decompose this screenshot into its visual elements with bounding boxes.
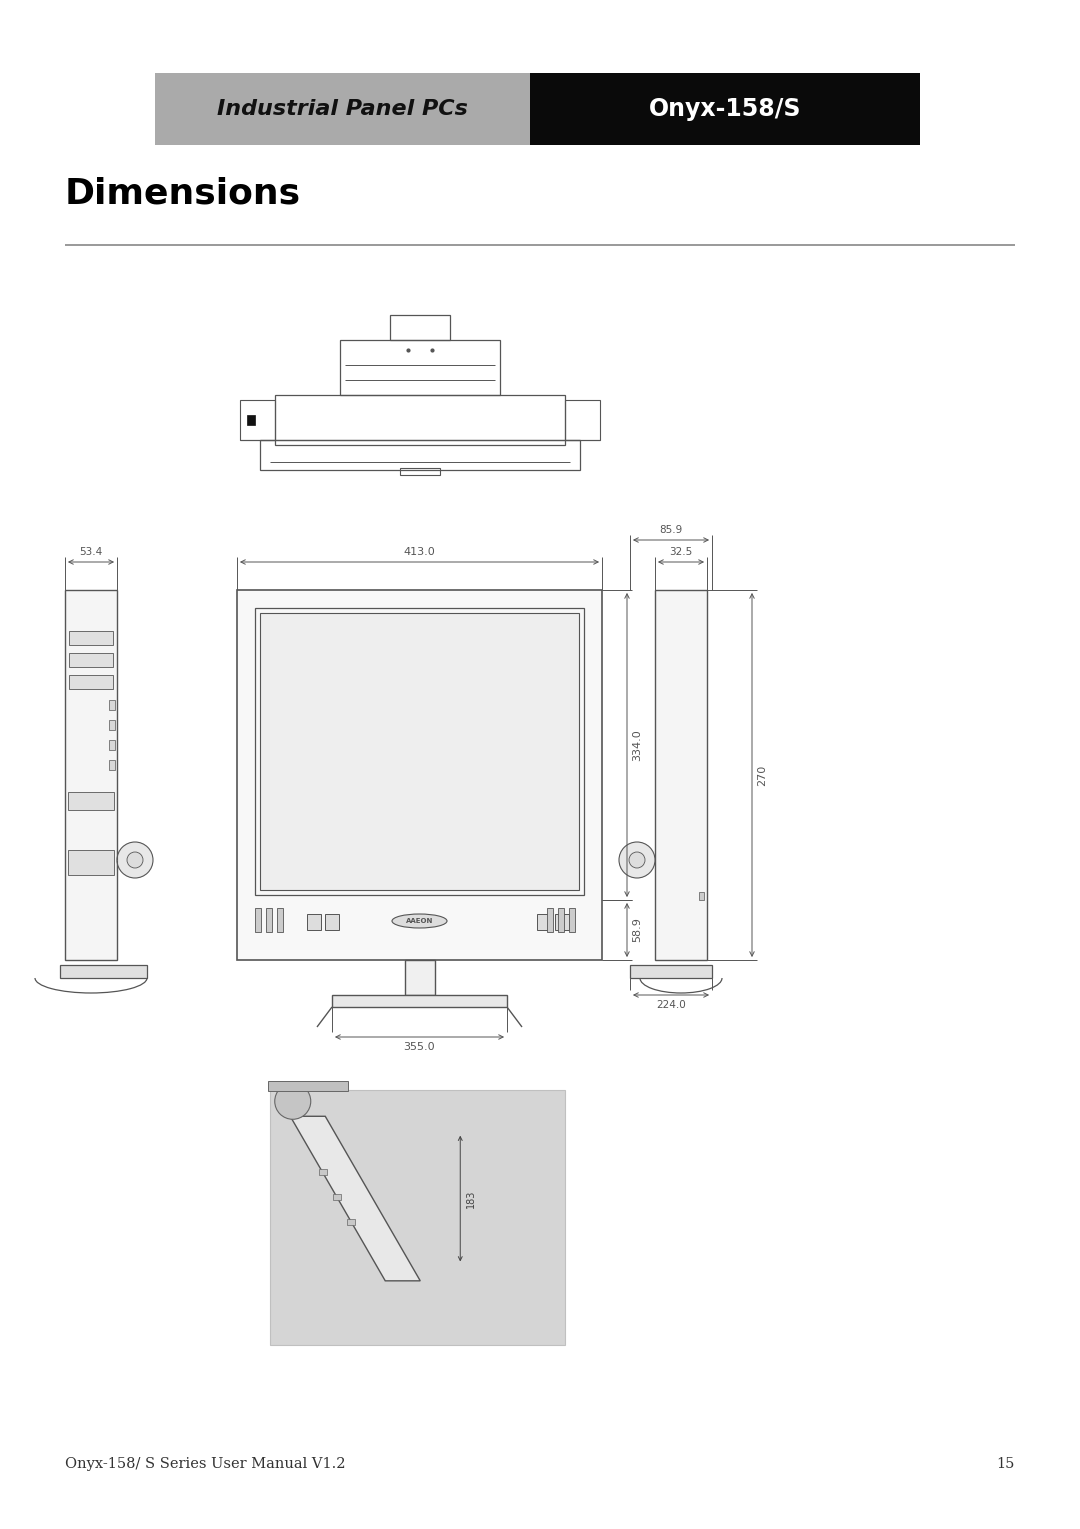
Bar <box>109 740 114 751</box>
Bar <box>390 315 450 339</box>
Text: Onyx-158/S: Onyx-158/S <box>649 96 801 121</box>
Text: 85.9: 85.9 <box>660 524 683 535</box>
Bar <box>69 631 113 645</box>
Text: 58.9: 58.9 <box>632 917 642 942</box>
Circle shape <box>117 842 153 878</box>
Text: 32.5: 32.5 <box>670 547 692 557</box>
Text: 15: 15 <box>997 1457 1015 1471</box>
Bar <box>332 995 507 1008</box>
Bar <box>400 468 440 476</box>
Bar <box>275 394 565 445</box>
Text: 334.0: 334.0 <box>632 729 642 761</box>
Bar <box>268 1081 348 1092</box>
Bar <box>109 760 114 771</box>
Bar <box>109 700 114 709</box>
Bar <box>69 653 113 667</box>
Bar <box>69 674 113 690</box>
Bar <box>109 720 114 729</box>
Polygon shape <box>630 965 712 979</box>
Bar <box>537 914 551 930</box>
Bar <box>266 908 272 933</box>
Bar <box>333 1194 341 1200</box>
Bar <box>569 908 575 933</box>
Bar <box>699 891 704 901</box>
Bar <box>260 440 580 469</box>
Text: 413.0: 413.0 <box>404 547 435 557</box>
Bar <box>68 792 114 810</box>
Bar <box>340 339 500 394</box>
Bar <box>65 590 117 960</box>
Bar <box>255 908 261 933</box>
Bar <box>156 73 530 145</box>
Bar <box>276 908 283 933</box>
Bar <box>530 73 920 145</box>
Polygon shape <box>60 965 147 979</box>
Text: 224.0: 224.0 <box>657 1000 686 1011</box>
Text: 183: 183 <box>467 1190 476 1208</box>
Bar <box>558 908 564 933</box>
Bar <box>240 401 275 440</box>
Text: Dimensions: Dimensions <box>65 176 301 209</box>
Text: 53.4: 53.4 <box>79 547 103 557</box>
Text: Onyx-158/ S Series User Manual V1.2: Onyx-158/ S Series User Manual V1.2 <box>65 1457 346 1471</box>
Bar <box>255 609 584 894</box>
Text: AAEON: AAEON <box>406 917 433 924</box>
Circle shape <box>274 1083 311 1119</box>
Bar <box>68 850 114 875</box>
Bar <box>654 590 707 960</box>
Bar <box>325 914 339 930</box>
Bar <box>565 401 600 440</box>
Text: 270: 270 <box>757 764 767 786</box>
Circle shape <box>127 852 143 868</box>
Bar <box>405 960 434 995</box>
Bar <box>307 914 321 930</box>
Circle shape <box>619 842 654 878</box>
Bar <box>555 914 569 930</box>
Bar <box>247 414 255 425</box>
Polygon shape <box>291 1116 420 1281</box>
Ellipse shape <box>392 914 447 928</box>
Bar <box>260 613 579 890</box>
Circle shape <box>629 852 645 868</box>
Bar <box>237 590 602 960</box>
Text: 355.0: 355.0 <box>404 1041 435 1052</box>
Bar <box>270 1090 565 1346</box>
Bar <box>546 908 553 933</box>
Bar <box>319 1170 326 1176</box>
Text: Industrial Panel PCs: Industrial Panel PCs <box>217 99 468 119</box>
Bar <box>347 1219 355 1225</box>
